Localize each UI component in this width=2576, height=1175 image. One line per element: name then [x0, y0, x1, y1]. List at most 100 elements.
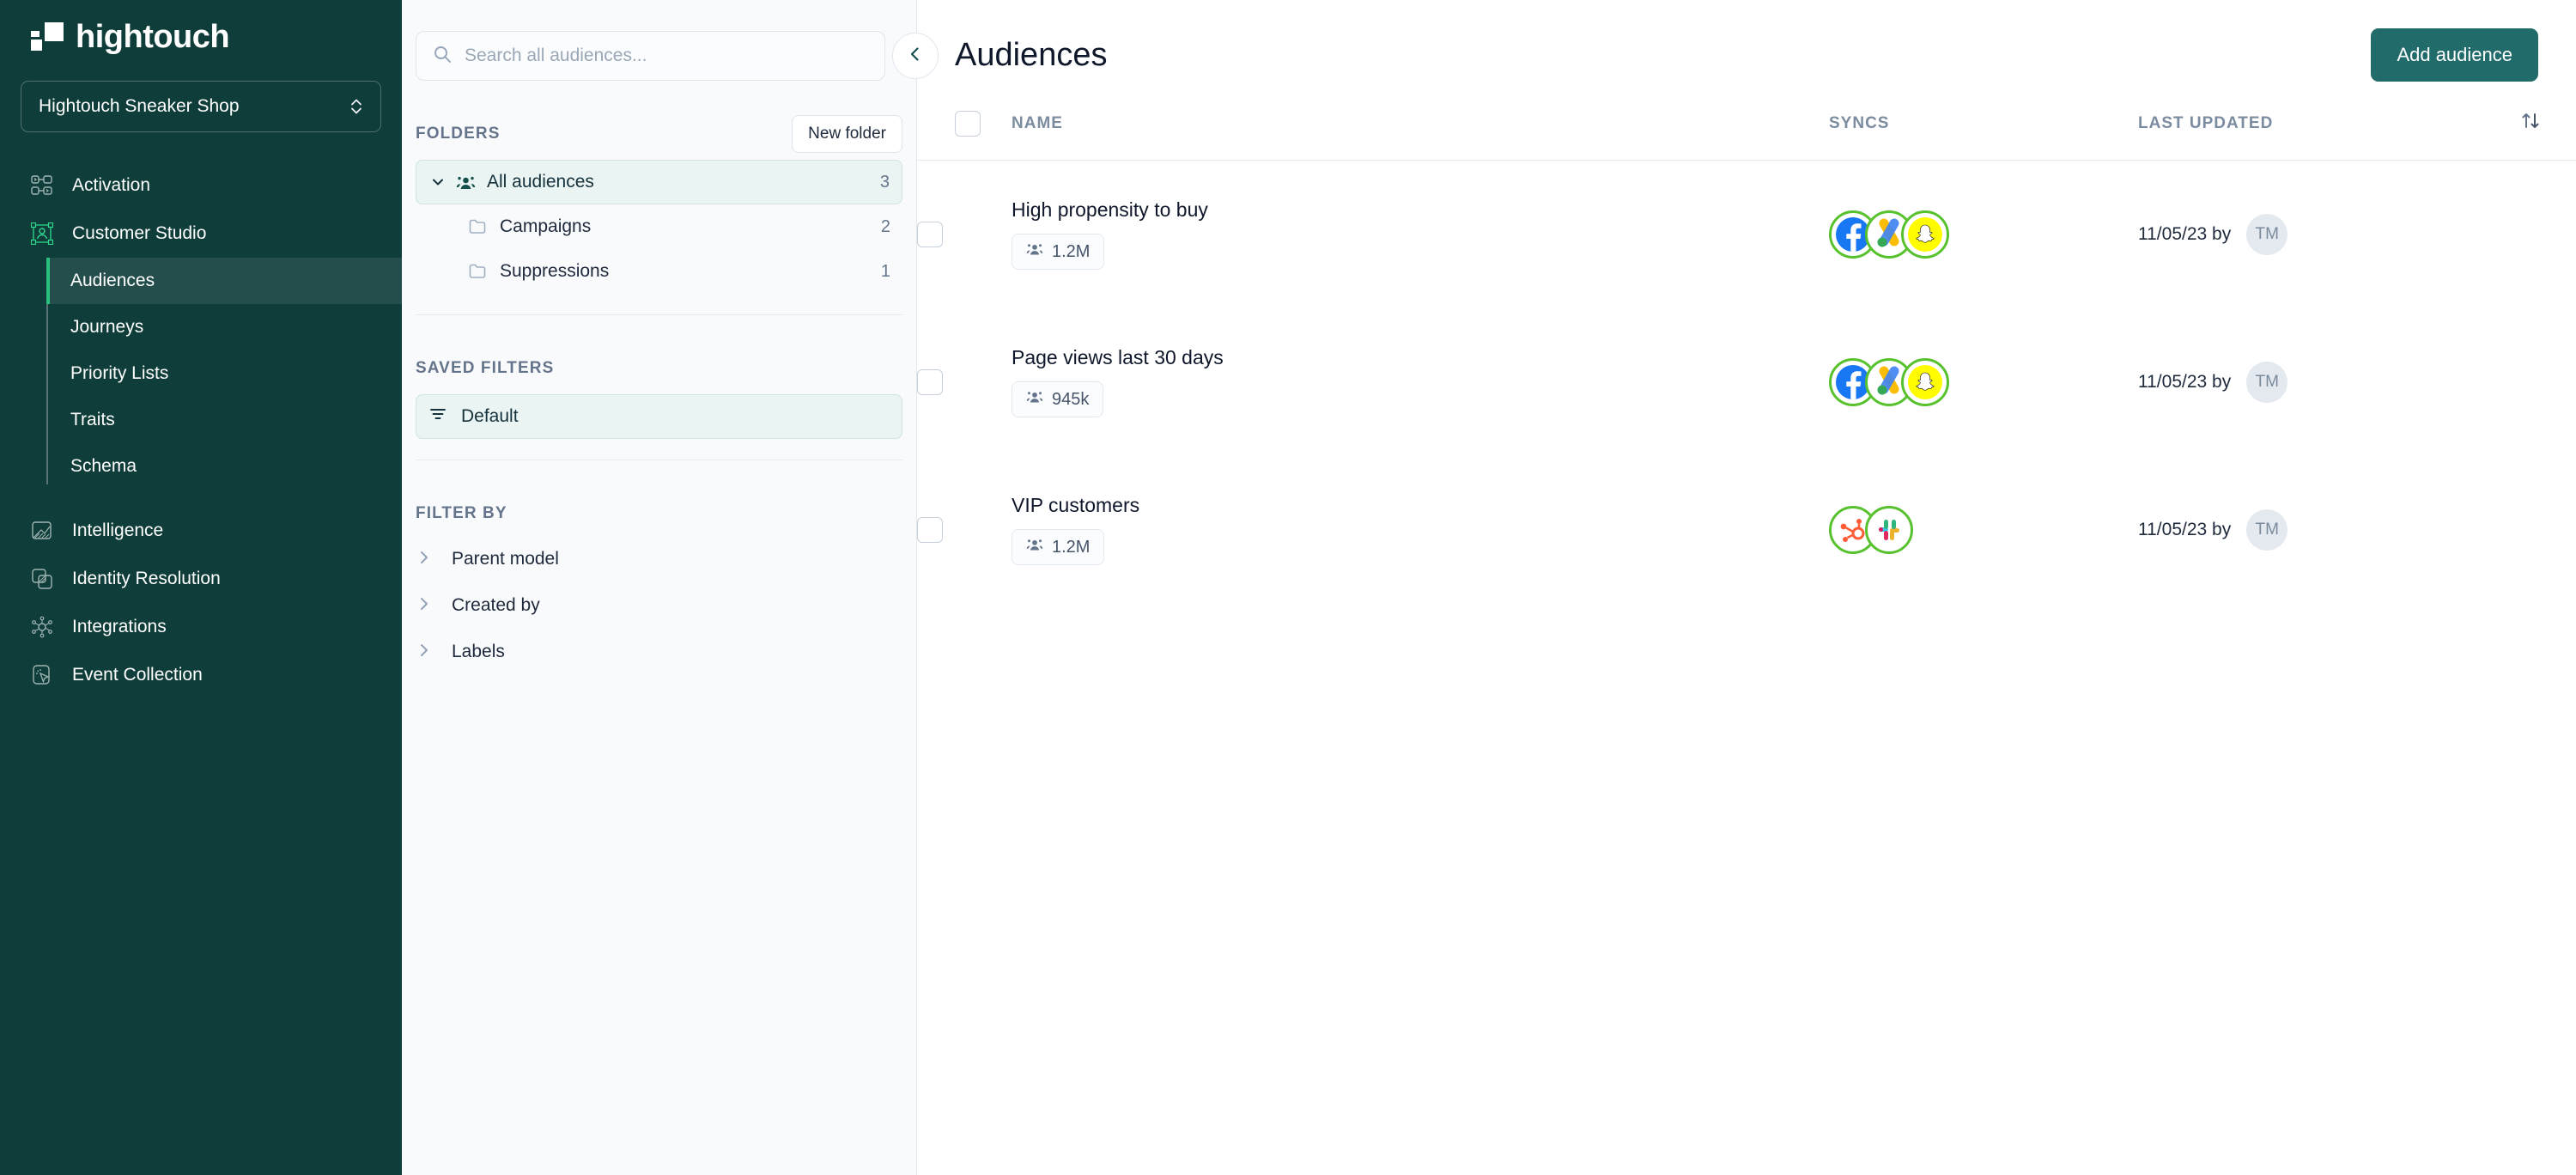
table-header: NAME SYNCS LAST UPDATED: [917, 110, 2576, 161]
brand-logo[interactable]: hightouch: [0, 0, 402, 55]
column-header-name[interactable]: NAME: [1012, 110, 1829, 161]
add-audience-button[interactable]: Add audience: [2371, 28, 2538, 82]
page-title: Audiences: [955, 36, 1108, 73]
sidebar-item-schema[interactable]: Schema: [46, 443, 402, 490]
audiences-table: NAME SYNCS LAST UPDATED: [917, 110, 2576, 604]
row-syncs-cell: [1829, 161, 2138, 308]
filter-icon: [428, 405, 447, 429]
sidebar-item-customer-studio[interactable]: Customer Studio: [0, 210, 402, 258]
event-collection-icon: [29, 662, 55, 688]
activation-icon: [29, 173, 55, 198]
sort-header: [2507, 110, 2576, 161]
row-name-cell: High propensity to buy 1.2M: [1012, 161, 1829, 308]
row-checkbox[interactable]: [917, 368, 943, 395]
sidebar-item-priority-lists[interactable]: Priority Lists: [46, 350, 402, 397]
folder-icon: [464, 261, 493, 282]
filter-created-by[interactable]: Created by: [402, 582, 916, 629]
folder-row-suppressions[interactable]: Suppressions 1: [416, 249, 902, 294]
table-row[interactable]: High propensity to buy 1.2M: [917, 161, 2576, 308]
table-row[interactable]: VIP customers 1.2M: [917, 456, 2576, 604]
row-checkbox[interactable]: [917, 516, 943, 543]
snapchat-icon[interactable]: [1901, 357, 1949, 406]
folder-row-all-audiences[interactable]: All audiences 3: [416, 160, 902, 204]
search-box[interactable]: [416, 31, 885, 81]
sort-arrows-icon[interactable]: [2519, 110, 2542, 137]
sidebar-item-label: Activation: [72, 175, 151, 195]
saved-filter-default[interactable]: Default: [416, 394, 902, 439]
sidebar-item-integrations[interactable]: Integrations: [0, 603, 402, 651]
sidebar-item-audiences[interactable]: Audiences: [46, 258, 402, 304]
audience-size: 945k: [1052, 389, 1090, 409]
primary-nav: Activation Customer Studio: [0, 161, 402, 699]
audience-group-icon: [1026, 388, 1043, 411]
folder-icon: [464, 216, 493, 237]
folders-title: FOLDERS: [416, 125, 501, 143]
column-header-last-updated[interactable]: LAST UPDATED: [2138, 110, 2507, 161]
row-name-cell: Page views last 30 days 945k: [1012, 308, 1829, 456]
filter-by-header: FILTER BY: [402, 495, 916, 533]
row-select-cell: [917, 456, 1012, 604]
select-all-checkbox[interactable]: [955, 111, 981, 137]
identity-resolution-icon: [29, 566, 55, 592]
sidebar-item-label: Event Collection: [72, 665, 203, 685]
audience-name[interactable]: Page views last 30 days: [1012, 346, 1224, 368]
folders-section-header: FOLDERS New folder: [402, 115, 916, 153]
snapchat-icon[interactable]: [1901, 210, 1949, 259]
folder-label: Campaigns: [500, 216, 592, 236]
sidebar-item-activation[interactable]: Activation: [0, 161, 402, 210]
sidebar-item-journeys[interactable]: Journeys: [46, 304, 402, 350]
table-row[interactable]: Page views last 30 days 945k: [917, 308, 2576, 456]
sidebar-item-event-collection[interactable]: Event Collection: [0, 651, 402, 699]
customer-studio-icon: [29, 221, 55, 247]
new-folder-button[interactable]: New folder: [792, 115, 902, 153]
last-updated-text: 11/05/23 by: [2138, 223, 2232, 244]
sidebar-item-traits[interactable]: Traits: [46, 397, 402, 443]
section-divider: [416, 314, 902, 315]
audience-name[interactable]: High propensity to buy: [1012, 198, 1208, 222]
sync-destinations: [1829, 210, 2138, 259]
audience-name[interactable]: VIP customers: [1012, 494, 1140, 516]
sidebar-subitem-label: Schema: [70, 456, 137, 476]
intelligence-icon: [29, 518, 55, 544]
integrations-icon: [29, 614, 55, 640]
last-updated-text: 11/05/23 by: [2138, 371, 2232, 392]
filter-label: Created by: [452, 595, 540, 615]
select-all-header: [917, 110, 1012, 161]
avatar[interactable]: TM: [2246, 508, 2288, 551]
chevron-right-icon: [416, 642, 433, 663]
workspace-name: Hightouch Sneaker Shop: [39, 96, 240, 116]
row-actions-cell: [2507, 308, 2576, 456]
saved-filters-header: SAVED FILTERS: [402, 350, 916, 387]
folder-row-campaigns[interactable]: Campaigns 2: [416, 204, 902, 249]
saved-filters-list: Default: [402, 394, 916, 439]
column-header-syncs[interactable]: SYNCS: [1829, 110, 2138, 161]
row-checkbox[interactable]: [917, 221, 943, 247]
slack-icon[interactable]: [1865, 505, 1913, 554]
google-ads-icon[interactable]: [1865, 210, 1913, 259]
chevron-down-icon[interactable]: [425, 174, 451, 191]
chevron-left-icon: [906, 45, 925, 68]
collapse-panel-button[interactable]: [892, 33, 939, 79]
folder-list: All audiences 3 Campaigns 2 Supp: [402, 160, 916, 294]
search-input[interactable]: [465, 46, 869, 66]
filter-labels[interactable]: Labels: [402, 629, 916, 675]
audience-size-badge: 1.2M: [1012, 234, 1105, 271]
filter-parent-model[interactable]: Parent model: [402, 536, 916, 582]
hightouch-logo-icon: [31, 21, 64, 53]
table-body: High propensity to buy 1.2M: [917, 161, 2576, 604]
folder-label: Suppressions: [500, 261, 610, 281]
saved-filters-title: SAVED FILTERS: [416, 359, 555, 377]
workspace-switcher[interactable]: Hightouch Sneaker Shop: [21, 81, 381, 132]
avatar[interactable]: TM: [2246, 361, 2288, 403]
left-sidebar: hightouch Hightouch Sneaker Shop: [0, 0, 402, 1175]
sidebar-item-identity-resolution[interactable]: Identity Resolution: [0, 555, 402, 603]
audience-size-badge: 1.2M: [1012, 529, 1105, 565]
chevron-right-icon: [416, 595, 433, 617]
sidebar-item-intelligence[interactable]: Intelligence: [0, 507, 402, 555]
avatar[interactable]: TM: [2246, 213, 2288, 255]
folder-count: 3: [879, 172, 890, 192]
main-content: Audiences Add audience NAME SYNCS LAST U…: [917, 0, 2576, 1175]
audience-size-badge: 945k: [1012, 381, 1104, 417]
row-updated-cell: 11/05/23 by TM: [2138, 456, 2507, 604]
filter-by-title: FILTER BY: [416, 504, 507, 522]
